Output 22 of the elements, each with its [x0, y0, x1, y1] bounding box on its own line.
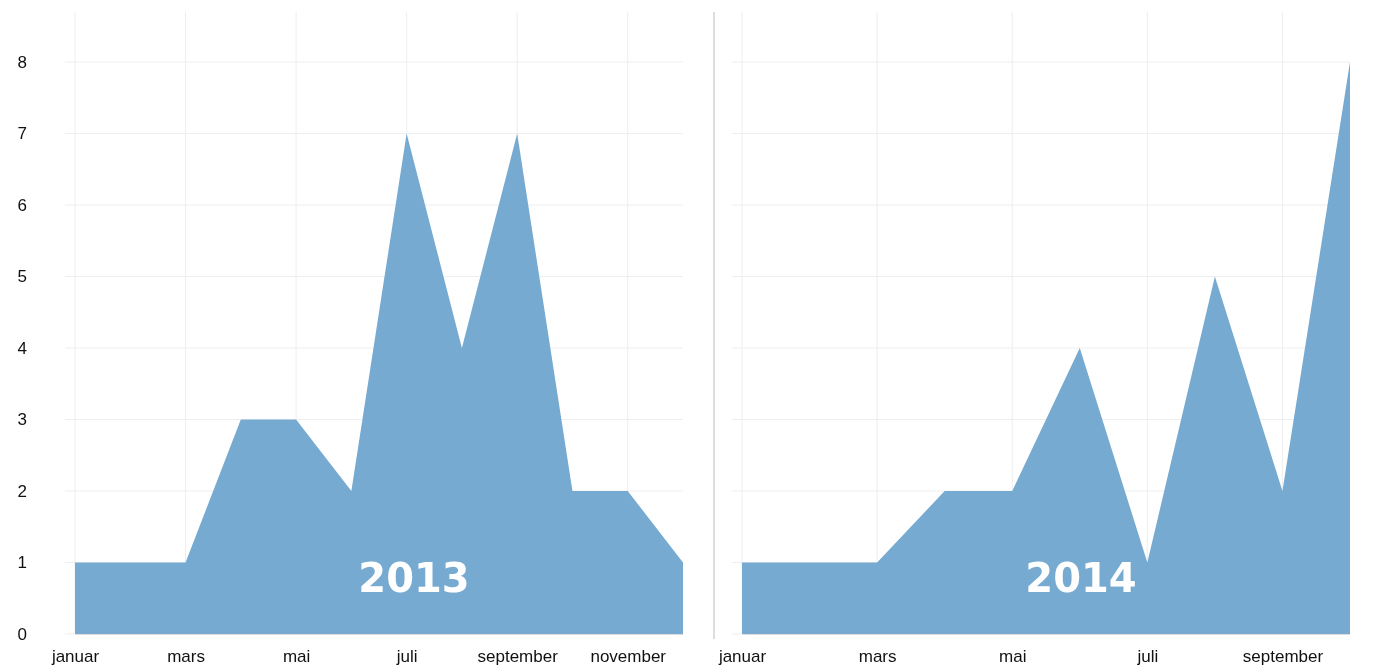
x-tick-label: september — [1242, 647, 1324, 667]
x-tick-label: juli — [1136, 647, 1159, 667]
x-tick-label: januar — [717, 647, 767, 667]
annotation: 2013 — [358, 555, 470, 601]
x-tick-label: juli — [395, 647, 418, 667]
y-tick-label: 4 — [17, 338, 27, 358]
x-tick-label: mars — [858, 647, 897, 667]
y-tick-label: 8 — [17, 52, 27, 72]
y-tick-label: 6 — [17, 195, 27, 215]
y-tick-label: 1 — [17, 553, 27, 573]
y-tick-label: 2 — [17, 481, 27, 501]
annotation: 2014 — [1025, 555, 1137, 601]
y-tick-label: 5 — [17, 267, 27, 287]
x-tick-label: september — [477, 647, 559, 667]
y-tick-label: 3 — [17, 410, 27, 430]
x-tick-label: november — [590, 647, 667, 667]
x-tick-label: mai — [999, 647, 1027, 667]
x-tick-label: mai — [282, 647, 311, 667]
x-tick-label: mars — [167, 647, 205, 667]
y-tick-label: 7 — [17, 124, 27, 144]
x-tick-label: januar — [50, 647, 100, 667]
y-tick-label: 0 — [17, 624, 27, 644]
